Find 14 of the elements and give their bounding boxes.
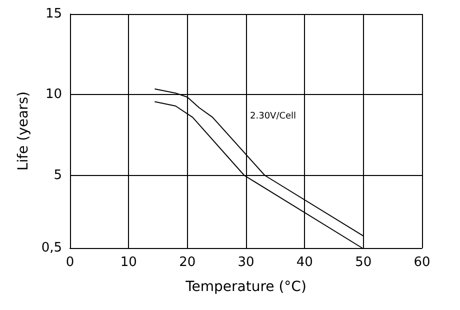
x-axis-title: Temperature (°C): [184, 279, 306, 295]
y-tick-label: 15: [45, 6, 62, 22]
x-tick-label: 50: [355, 255, 372, 270]
x-tick-label: 10: [120, 255, 137, 270]
x-tick-label: 30: [238, 255, 254, 270]
x-tick-label: 60: [414, 255, 430, 270]
y-tick-label: 10: [45, 87, 62, 102]
y-tick-label: 0,5: [41, 240, 62, 256]
x-tick-label: 20: [179, 255, 196, 270]
annotation: 2.30V/Cell: [250, 112, 296, 122]
y-axis-title: Life (years): [15, 91, 32, 171]
y-tick-label: 5: [54, 168, 62, 183]
x-tick-label: 0: [66, 255, 74, 270]
x-tick-label: 40: [296, 255, 313, 270]
